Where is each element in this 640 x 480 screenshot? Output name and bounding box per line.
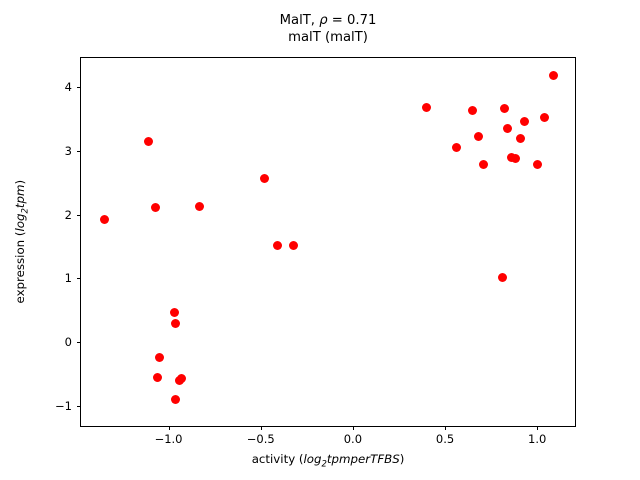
scatter-point <box>171 318 181 328</box>
chart-title-suffix: = 0.71 <box>327 13 377 28</box>
scatter-point <box>510 154 520 164</box>
scatter-point <box>143 136 153 146</box>
scatter-point <box>422 103 432 113</box>
y-axis-tick <box>77 278 81 280</box>
x-axis-tick <box>260 426 262 430</box>
y-axis-tick <box>77 87 81 89</box>
chart-subtitle: malT (malT) <box>288 30 368 45</box>
y-axis-tick-label: 0 <box>64 334 72 349</box>
scatter-point <box>468 106 478 116</box>
y-axis-tick-label: 1 <box>64 271 72 286</box>
x-axis-tick-label: −0.5 <box>246 432 275 446</box>
y-axis-label: expression (log2tpm) <box>13 180 31 304</box>
scatter-point <box>479 160 489 170</box>
plot-axes-frame: −1.0 −0.5 0.0 0.5 1.0 −1 0 1 2 3 4 <box>55 57 576 446</box>
y-axis-tick-label: 2 <box>64 207 72 222</box>
scatter-point <box>503 123 513 133</box>
scatter-point <box>497 272 507 282</box>
chart-title-block: MalT, ρ = 0.71 malT (malT) <box>80 12 576 46</box>
scatter-point <box>532 159 542 169</box>
scatter-point <box>540 112 550 122</box>
x-axis-tick-label: 0.0 <box>343 432 363 446</box>
x-axis-label-text: activity ( <box>251 452 304 466</box>
scatter-point <box>153 373 162 383</box>
y-axis-tick <box>77 214 81 216</box>
scatter-point <box>499 103 509 113</box>
y-axis-tick-label: −1 <box>55 398 72 413</box>
scatter-point <box>516 134 526 144</box>
y-axis-label-text: expression ( <box>13 231 28 304</box>
x-axis-tick <box>445 426 447 430</box>
scatter-point <box>259 174 269 184</box>
x-axis-tick-label: 1.0 <box>528 432 547 446</box>
scatter-point <box>169 308 179 318</box>
y-axis-tick-label: 3 <box>64 143 72 158</box>
scatter-point <box>549 71 559 81</box>
y-axis-tick-label: 4 <box>64 80 72 95</box>
scatter-point <box>151 203 161 213</box>
scatter-point <box>154 353 164 363</box>
x-axis-label: activity (log2tpmperTFBS) <box>251 452 405 470</box>
y-axis-label-math: log2tpm <box>13 184 31 232</box>
scatter-point <box>289 241 299 251</box>
scatter-plot-area <box>81 58 575 426</box>
scatter-point <box>176 373 186 383</box>
chart-title: MalT, ρ = 0.71 <box>80 12 576 29</box>
scatter-point <box>519 116 529 126</box>
scatter-point <box>473 131 483 141</box>
scatter-point <box>272 240 282 250</box>
y-axis-tick <box>77 405 81 407</box>
chart-title-rho-symbol: ρ <box>319 13 328 28</box>
x-axis-tick-label: −1.0 <box>154 432 183 446</box>
scatter-point <box>451 142 461 152</box>
scatter-point <box>171 394 181 404</box>
chart-title-prefix: MalT, <box>279 13 320 28</box>
x-axis-tick-label: 0.5 <box>435 432 455 446</box>
x-axis-tick <box>352 426 354 430</box>
y-axis-tick <box>77 341 81 344</box>
scatter-point <box>99 214 109 224</box>
scatter-point <box>195 202 205 212</box>
y-axis-tick <box>77 150 81 153</box>
x-axis-label-math: log2tpmperTFBS <box>303 452 400 470</box>
x-axis-tick <box>537 426 539 430</box>
x-axis-tick <box>168 426 170 430</box>
